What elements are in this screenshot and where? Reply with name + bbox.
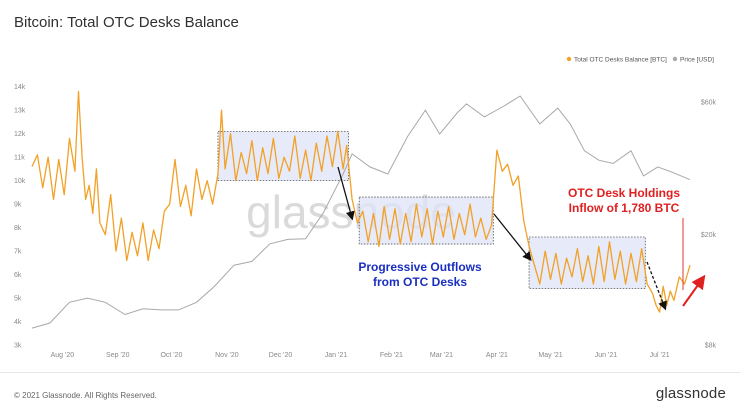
x-tick-label: Feb '21	[380, 352, 403, 359]
chart-title: Bitcoin: Total OTC Desks Balance	[14, 14, 239, 31]
x-tick-label: May '21	[538, 352, 562, 359]
y-left-tick-label: 3k	[14, 343, 22, 350]
y-left-tick-label: 12k	[14, 131, 26, 138]
x-tick-label: Oct '20	[160, 352, 182, 359]
y-left-tick-label: 8k	[14, 225, 22, 232]
y-left-tick-label: 13k	[14, 108, 26, 115]
legend-label-price: Price [USD]	[680, 57, 714, 64]
y-left-tick-label: 7k	[14, 249, 22, 256]
y-right-tick-label: $8k	[705, 343, 717, 350]
y-right-tick-label: $20k	[701, 232, 717, 239]
arrow-outflow-1	[337, 166, 355, 221]
x-tick-label: Apr '21	[486, 352, 508, 359]
copyright-text: © 2021 Glassnode. All Rights Reserved.	[14, 391, 157, 400]
footer-divider	[0, 372, 740, 373]
x-tick-label: Jan '21	[325, 352, 347, 359]
balance-series	[31, 90, 691, 313]
legend-swatch-price	[672, 56, 678, 62]
x-tick-label: Dec '20	[269, 352, 293, 359]
arrow-outflow-2	[493, 213, 532, 262]
legend: Total OTC Desks Balance [BTC] Price [USD]	[566, 56, 714, 64]
price-line	[31, 95, 691, 329]
x-tick-label: Aug '20	[51, 352, 75, 359]
x-tick-label: Sep '20	[106, 352, 130, 359]
y-left-tick-label: 10k	[14, 178, 26, 185]
x-tick-label: Jun '21	[595, 352, 617, 359]
x-tick-label: Mar '21	[430, 352, 453, 359]
arrow-outflow-3	[646, 261, 667, 311]
outflows-annotation-line1: Progressive Outflows	[358, 260, 482, 274]
balance-line	[31, 90, 691, 313]
inflow-arrow	[682, 274, 706, 307]
x-tick-label: Jul '21	[650, 352, 670, 359]
y-left-tick-label: 4k	[14, 319, 22, 326]
y-right-tick-label: $60k	[701, 99, 717, 106]
highlight-box	[358, 196, 494, 245]
brand-logo: glassnode	[655, 385, 726, 402]
x-tick-label: Nov '20	[215, 352, 239, 359]
legend-swatch-balance	[566, 56, 572, 62]
price-series	[31, 95, 691, 329]
y-left-tick-label: 14k	[14, 84, 26, 91]
y-left-tick-label: 9k	[14, 202, 22, 209]
legend-label-balance: Total OTC Desks Balance [BTC]	[574, 57, 667, 64]
y-left-tick-label: 6k	[14, 272, 22, 279]
y-left-tick-label: 5k	[14, 296, 22, 303]
inflow-annotation-line1: OTC Desk Holdings	[568, 186, 680, 200]
inflow-annotation-line2: Inflow of 1,780 BTC	[569, 201, 680, 215]
y-left-tick-label: 11k	[14, 155, 25, 162]
outflows-annotation-line2: from OTC Desks	[373, 275, 467, 289]
axes: 3k 4k 5k 6k 7k 8k 9k 10k 11k 12k 13k 14k $8k $20k $60k…	[14, 84, 716, 359]
